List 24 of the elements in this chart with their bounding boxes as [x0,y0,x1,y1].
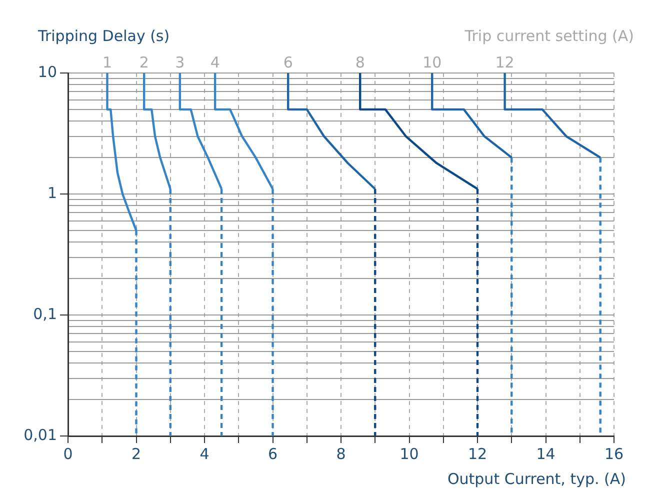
series-label: 1 [102,53,112,72]
series-label: 10 [422,53,442,72]
y-tick-label: 10 [38,62,57,81]
series-label: 4 [210,53,220,72]
x-tick-label: 10 [400,444,419,463]
y-tick-label: 1 [47,184,57,202]
x-tick-label: 4 [200,444,210,463]
y-axis-title: Tripping Delay (s) [38,27,170,45]
x-tick-label: 14 [536,444,556,463]
legend-title: Trip current setting (A) [464,27,634,45]
x-tick-label: 16 [604,444,624,463]
x-axis-title: Output Current, typ. (A) [447,470,626,488]
series-label: 3 [175,53,185,72]
x-tick-label: 12 [468,444,488,463]
series-label: 12 [495,53,514,72]
x-tick-label: 6 [268,444,278,463]
y-tick-label: 0,1 [33,304,57,323]
series-label: 2 [139,53,149,72]
series-label: 8 [355,53,365,72]
series-label: 6 [283,53,293,72]
y-tick-label: 0,01 [24,426,57,444]
x-tick-label: 2 [131,444,142,463]
x-tick-label: 0 [63,444,73,463]
x-tick-label: 8 [336,444,346,463]
